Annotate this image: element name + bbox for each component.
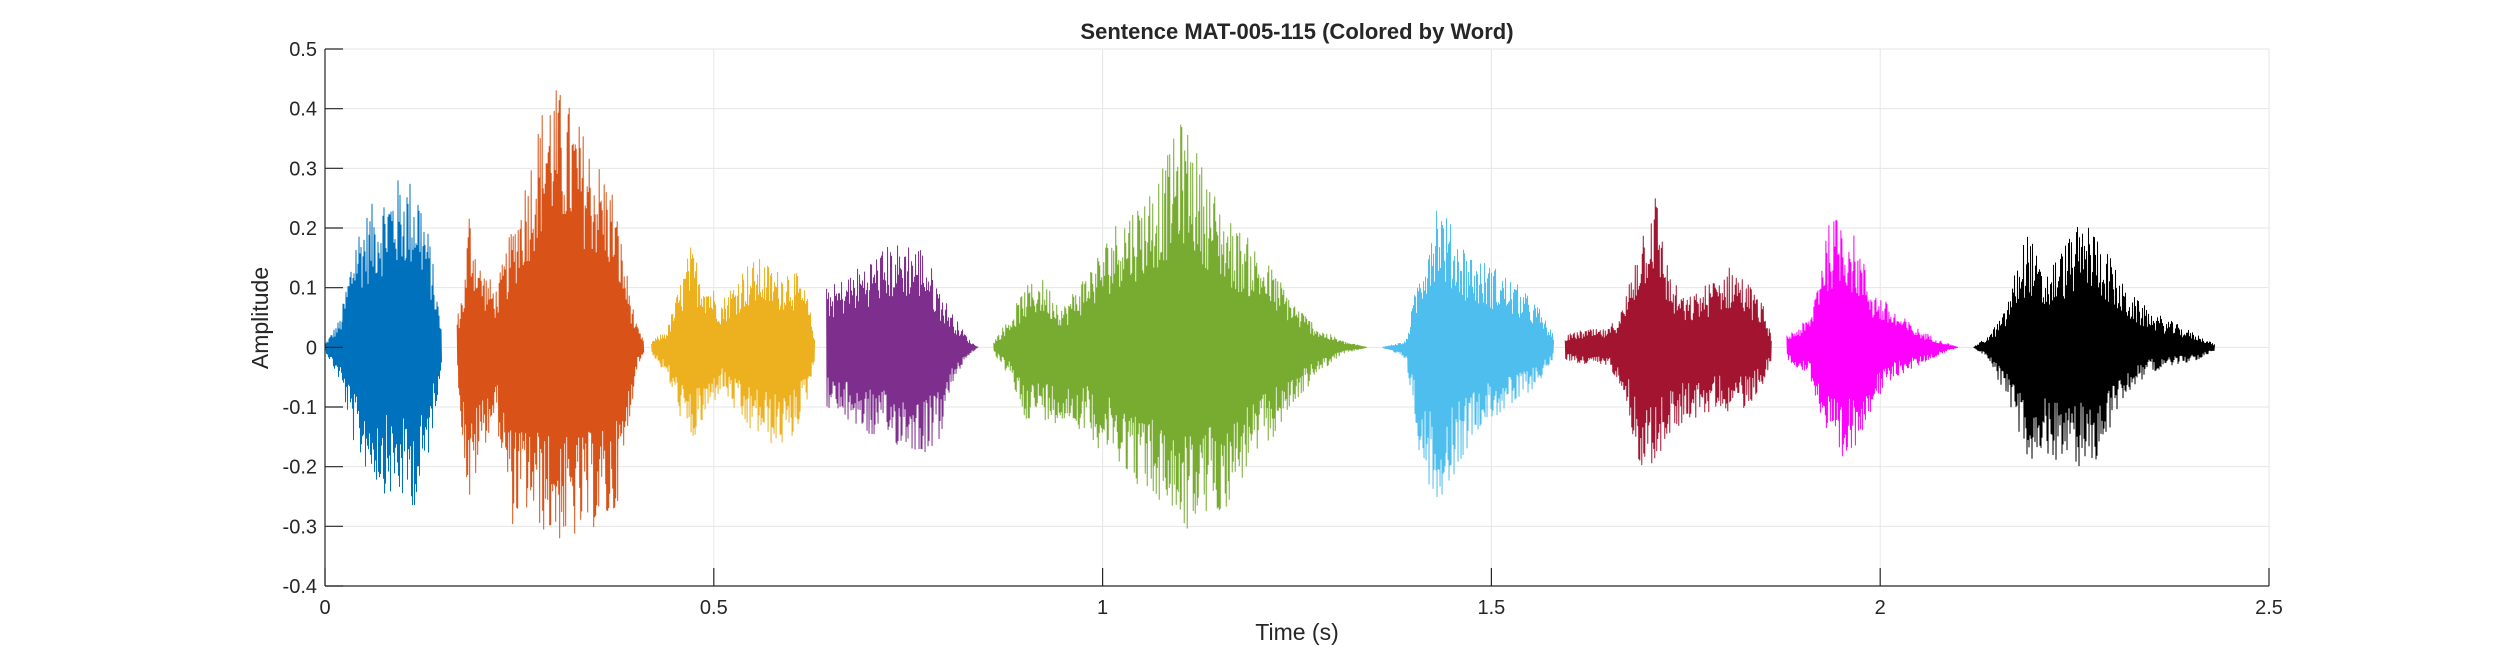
y-tick-label: -0.3 (283, 516, 317, 538)
x-tick-label: 0.5 (700, 597, 728, 619)
x-tick-label: 1 (1097, 597, 1108, 619)
chart-title: Sentence MAT-005-115 (Colored by Word) (1080, 19, 1513, 44)
word-waveform-7 (1564, 198, 1772, 466)
word-waveform-2 (456, 90, 645, 539)
grid (324, 48, 2270, 587)
y-tick-label: 0 (306, 337, 317, 359)
x-tick-label: 2.5 (2255, 597, 2283, 619)
y-tick-label: 0.5 (289, 39, 317, 61)
word-waveform-5 (993, 124, 1367, 529)
word-waveform-6 (1382, 210, 1555, 498)
word-waveform-3 (651, 247, 816, 444)
x-tick-label: 1.5 (1477, 597, 1505, 619)
word-waveform-4 (826, 245, 979, 453)
y-axis-label: Amplitude (247, 267, 273, 369)
y-tick-label: 0.3 (289, 158, 317, 180)
word-waveform-9 (1973, 226, 2216, 467)
y-tick-label: -0.1 (283, 397, 317, 419)
x-axis-label: Time (s) (1255, 619, 1338, 645)
y-tick-label: 0.1 (289, 278, 317, 300)
y-tick-label: 0.4 (289, 99, 317, 121)
y-tick-label: 0.2 (289, 218, 317, 240)
y-tick-label: -0.2 (283, 457, 317, 479)
waveform-series (324, 90, 2216, 539)
y-tick-labels: 0.5 0.4 0.3 0.2 0.1 0 -0.1 -0.2 -0.3 -0.4 (283, 39, 317, 598)
x-tick-label: 0 (319, 597, 330, 619)
y-tick-label: -0.4 (283, 576, 317, 598)
word-waveform-1 (324, 180, 442, 506)
x-tick-labels: 0 0.5 1 1.5 2 2.5 (319, 597, 2282, 619)
x-tick-label: 2 (1875, 597, 1886, 619)
axes (324, 48, 2270, 587)
word-waveform-8 (1786, 219, 1959, 457)
